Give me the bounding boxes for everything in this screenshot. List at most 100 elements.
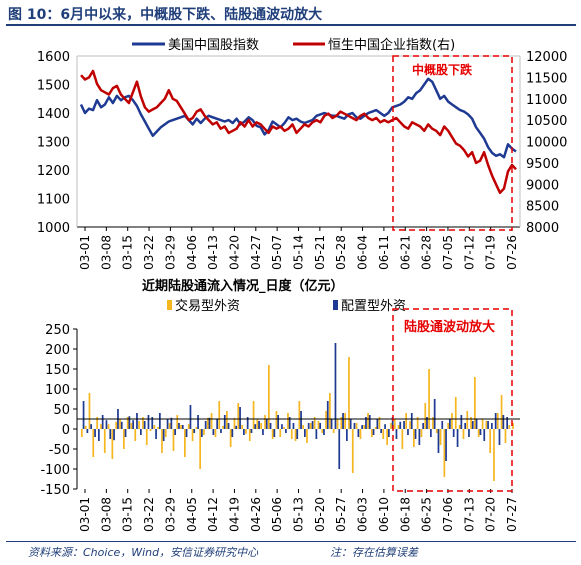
bottom-y-tick-label: 200 [45, 343, 70, 358]
bar-trading-capital [332, 429, 335, 433]
bar-trading-capital [283, 427, 285, 429]
top-x-tick-label: 05-21 [313, 235, 327, 270]
bar-allocation-capital [277, 415, 280, 429]
bar-trading-capital [378, 417, 381, 429]
bar-allocation-capital [334, 343, 337, 429]
bottom-x-tick-label: 04-19 [227, 497, 241, 532]
bottom-x-tick-label: 03-01 [78, 497, 92, 532]
bar-trading-capital [134, 429, 137, 441]
bar-trading-capital [126, 417, 129, 429]
bottom-chart-title: 近期陆股通流入情况_日度（亿元） [142, 278, 344, 294]
top-x-tick-label: 07-05 [441, 235, 455, 270]
bar-trading-capital [351, 429, 354, 473]
top-right-y-tick-label: 12000 [526, 50, 567, 65]
bar-trading-capital [382, 429, 385, 439]
bar-allocation-capital [319, 423, 322, 429]
bottom-x-tick-label: 03-15 [121, 497, 135, 532]
bar-trading-capital [325, 411, 327, 429]
legend-label-allocation-capital: 配置型外资 [341, 299, 406, 314]
bar-allocation-capital [105, 420, 108, 429]
bar-allocation-capital [365, 417, 367, 429]
bar-trading-capital [317, 421, 320, 429]
bottom-y-tick-label: -100 [40, 463, 70, 478]
bar-trading-capital [489, 429, 492, 453]
bar-allocation-capital [227, 423, 230, 429]
bar-trading-capital [474, 377, 476, 429]
bar-trading-capital [96, 417, 99, 429]
bar-trading-capital [287, 413, 289, 429]
bar-allocation-capital [113, 429, 115, 441]
top-x-tick-label: 07-12 [462, 235, 476, 270]
bar-allocation-capital [300, 411, 302, 429]
bar-allocation-capital [132, 420, 135, 429]
bar-allocation-capital [506, 417, 509, 429]
legend-label-us-china-index: 美国中国股指数 [168, 38, 259, 53]
top-x-tick-label: 04-13 [206, 235, 220, 270]
bottom-x-tick-label: 06-10 [377, 497, 391, 532]
bar-trading-capital [443, 429, 446, 477]
top-left-y-tick-label: 1500 [37, 79, 70, 94]
bar-trading-capital [153, 425, 156, 429]
bottom-y-tick-label: 0 [62, 423, 70, 438]
bar-allocation-capital [208, 417, 211, 429]
bar-allocation-capital [246, 417, 249, 429]
bar-allocation-capital [304, 429, 306, 437]
bar-trading-capital [84, 425, 87, 429]
bar-allocation-capital [250, 429, 253, 433]
bar-trading-capital [504, 429, 507, 443]
bar-trading-capital [149, 429, 152, 431]
bar-trading-capital [348, 357, 350, 429]
bar-trading-capital [245, 429, 247, 434]
bar-trading-capital [302, 425, 305, 429]
bar-allocation-capital [395, 429, 398, 439]
bar-allocation-capital [292, 423, 295, 429]
bar-allocation-capital [82, 401, 85, 429]
bar-allocation-capital [94, 429, 96, 437]
bar-trading-capital [218, 401, 221, 429]
bar-trading-capital [195, 427, 198, 429]
bottom-x-tick-label: 04-05 [185, 497, 199, 532]
bar-allocation-capital [212, 429, 215, 435]
bar-trading-capital [123, 429, 125, 449]
bar-allocation-capital [254, 424, 257, 429]
bar-allocation-capital [361, 425, 364, 429]
bar-allocation-capital [178, 423, 180, 429]
top-x-tick-label: 04-20 [227, 235, 241, 270]
top-left-y-tick-label: 1600 [37, 50, 70, 65]
bar-allocation-capital [311, 421, 314, 429]
top-right-y-tick-label: 11000 [526, 93, 567, 108]
top-x-tick-label: 07-26 [505, 235, 519, 270]
bar-allocation-capital [433, 399, 436, 429]
bar-allocation-capital [185, 429, 188, 437]
bar-trading-capital [477, 429, 480, 437]
bar-trading-capital [100, 424, 102, 429]
bar-trading-capital [405, 413, 408, 429]
top-x-tick-label: 07-19 [484, 235, 498, 270]
bar-allocation-capital [162, 429, 165, 441]
bottom-x-tick-label: 05-27 [334, 497, 348, 532]
bar-allocation-capital [437, 429, 440, 453]
bar-trading-capital [111, 429, 114, 459]
bar-trading-capital [290, 429, 293, 439]
bar-allocation-capital [140, 429, 142, 435]
bar-trading-capital [168, 423, 171, 429]
bar-trading-capital [401, 429, 404, 449]
bar-trading-capital [161, 429, 163, 453]
bottom-y-tick-label: 150 [45, 363, 70, 378]
top-x-tick-label: 04-27 [249, 235, 263, 270]
bar-trading-capital [180, 425, 182, 429]
bar-trading-capital [298, 401, 301, 429]
top-series-group [79, 69, 517, 195]
legend-swatch-allocation-capital [333, 300, 338, 310]
bar-allocation-capital [418, 429, 421, 445]
bar-trading-capital [92, 429, 95, 457]
bar-allocation-capital [384, 424, 386, 429]
bar-trading-capital [103, 429, 106, 453]
bar-trading-capital [420, 429, 423, 437]
bar-trading-capital [481, 419, 484, 429]
bar-trading-capital [393, 419, 396, 429]
bar-trading-capital [214, 429, 217, 437]
source-note: 资料来源：Choice，Wind，安信证券研究中心 [28, 546, 259, 559]
bar-allocation-capital [414, 429, 417, 439]
top-x-axis: 03-01 03-08 03-15 03-22 03-29 04-06 04-13 04-20… [78, 227, 519, 270]
